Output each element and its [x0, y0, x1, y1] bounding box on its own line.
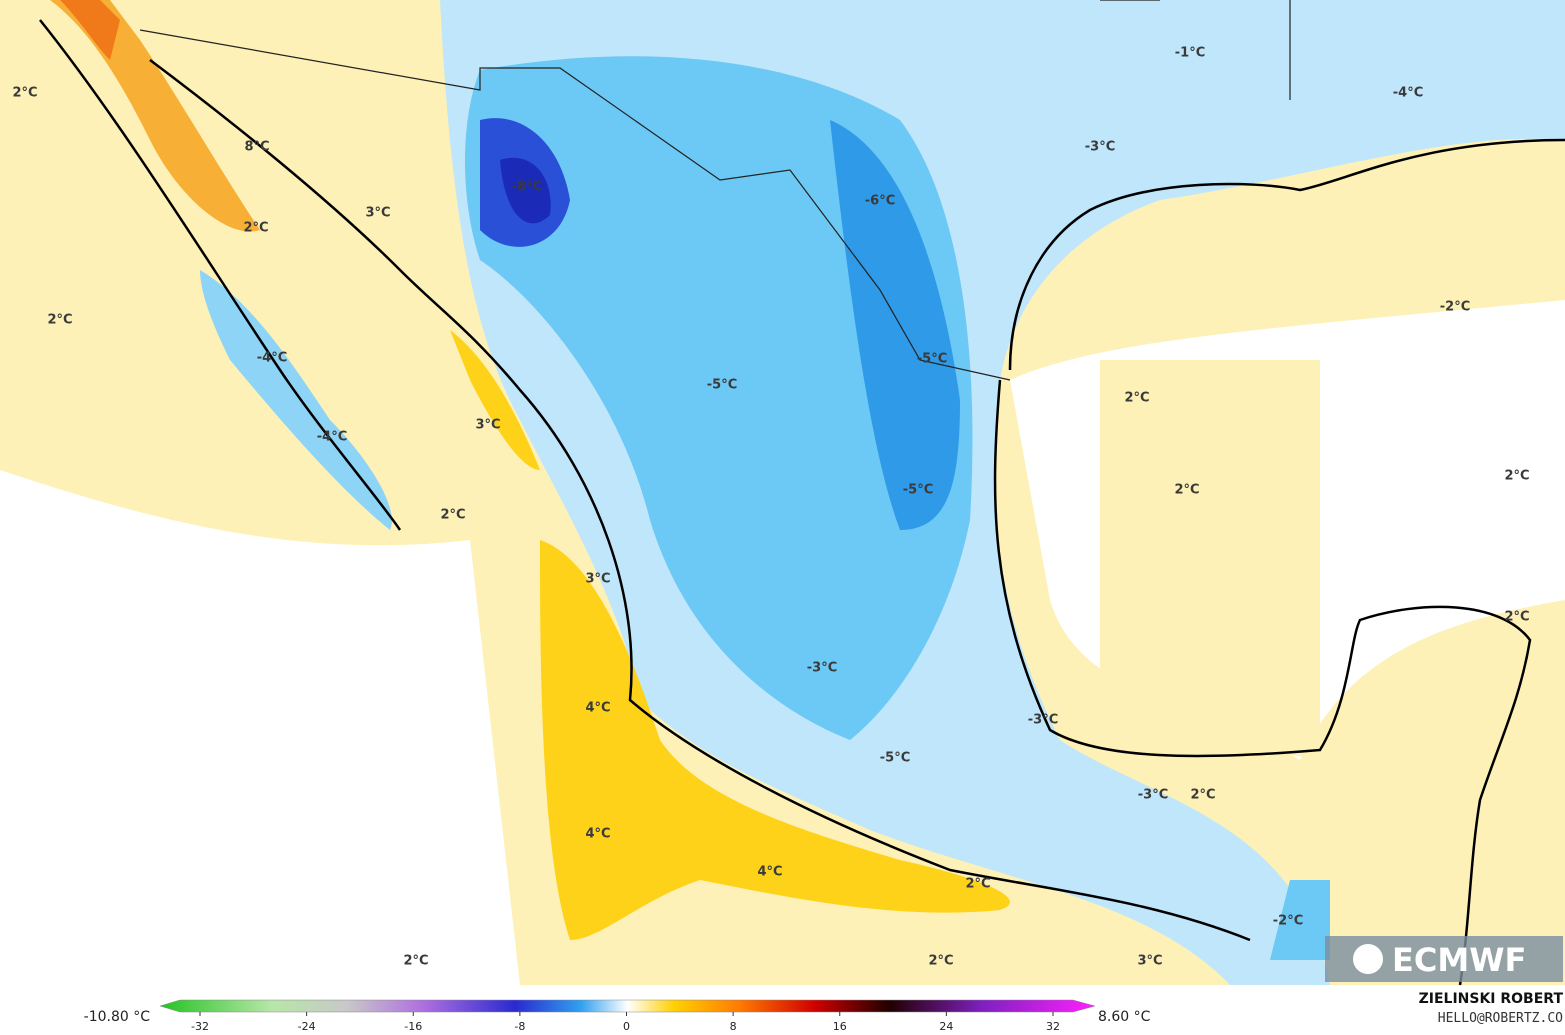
- temperature-label: 2°C: [1174, 483, 1199, 498]
- color-legend: -32 -24 -16 -8 0 8 16 24 32 -10.80 °C 8.60 °C: [84, 999, 1151, 1033]
- credit-email: HELLO@ROBERTZ.CO: [1438, 1011, 1563, 1026]
- tick-label: -32: [191, 1020, 209, 1033]
- temperature-label: 4°C: [585, 701, 610, 716]
- temperature-label: -3°C: [807, 661, 837, 676]
- temperature-label: 2°C: [440, 508, 465, 523]
- temperature-label: 3°C: [1137, 954, 1162, 969]
- tick-label: -16: [404, 1020, 422, 1033]
- temperature-label: -2°C: [1440, 300, 1470, 315]
- temperature-label: -5°C: [707, 378, 737, 393]
- temperature-label: 2°C: [1504, 610, 1529, 625]
- temperature-label: 3°C: [475, 418, 500, 433]
- temperature-label: -6°C: [865, 194, 895, 209]
- map: [0, 0, 1565, 986]
- legend-min: -10.80 °C: [84, 1009, 151, 1025]
- temperature-label: -4°C: [257, 351, 287, 366]
- logo-text: ECMWF: [1392, 941, 1526, 979]
- legend-max: 8.60 °C: [1098, 1009, 1151, 1025]
- temperature-label: 3°C: [365, 206, 390, 221]
- temperature-label: 2°C: [243, 221, 268, 236]
- map-labels: 2°C 8°C 3°C 2°C -8°C -1°C -4°C -3°C -6°C 2°C -2°C -…: [12, 46, 1529, 969]
- temperature-label: -8°C: [512, 180, 542, 195]
- temperature-label: -5°C: [903, 483, 933, 498]
- temperature-label: 2°C: [47, 313, 72, 328]
- temperature-label: 8°C: [244, 140, 269, 155]
- tick-label: -8: [514, 1020, 525, 1033]
- tick-label: 0: [623, 1020, 630, 1033]
- temperature-label: 2°C: [12, 86, 37, 101]
- tick-label: 24: [939, 1020, 953, 1033]
- temperature-label: 2°C: [965, 877, 990, 892]
- temperature-label: 2°C: [403, 954, 428, 969]
- temperature-label: 4°C: [585, 827, 610, 842]
- logo: ECMWF: [1325, 936, 1563, 982]
- temperature-label: -3°C: [1028, 713, 1058, 728]
- tick-label: 8: [730, 1020, 737, 1033]
- credit-name: ZIELINSKI ROBERT: [1419, 991, 1564, 1007]
- color-bar: [159, 999, 1096, 1013]
- temperature-label: -4°C: [1393, 86, 1423, 101]
- temperature-label: 4°C: [757, 865, 782, 880]
- temperature-label: 3°C: [585, 572, 610, 587]
- temperature-label: 2°C: [1190, 788, 1215, 803]
- temperature-label: -5°C: [880, 751, 910, 766]
- temperature-label: 2°C: [1124, 391, 1149, 406]
- temperature-label: -3°C: [1138, 788, 1168, 803]
- temperature-label: 2°C: [928, 954, 953, 969]
- temperature-label: -4°C: [317, 430, 347, 445]
- tick-label: 32: [1046, 1020, 1060, 1033]
- temperature-label: -5°C: [917, 352, 947, 367]
- tick-label: -24: [298, 1020, 316, 1033]
- temperature-label: 2°C: [1504, 469, 1529, 484]
- tick-label: 16: [833, 1020, 847, 1033]
- temperature-label: -3°C: [1085, 140, 1115, 155]
- temperature-label: -1°C: [1175, 46, 1205, 61]
- temperature-label: -2°C: [1273, 914, 1303, 929]
